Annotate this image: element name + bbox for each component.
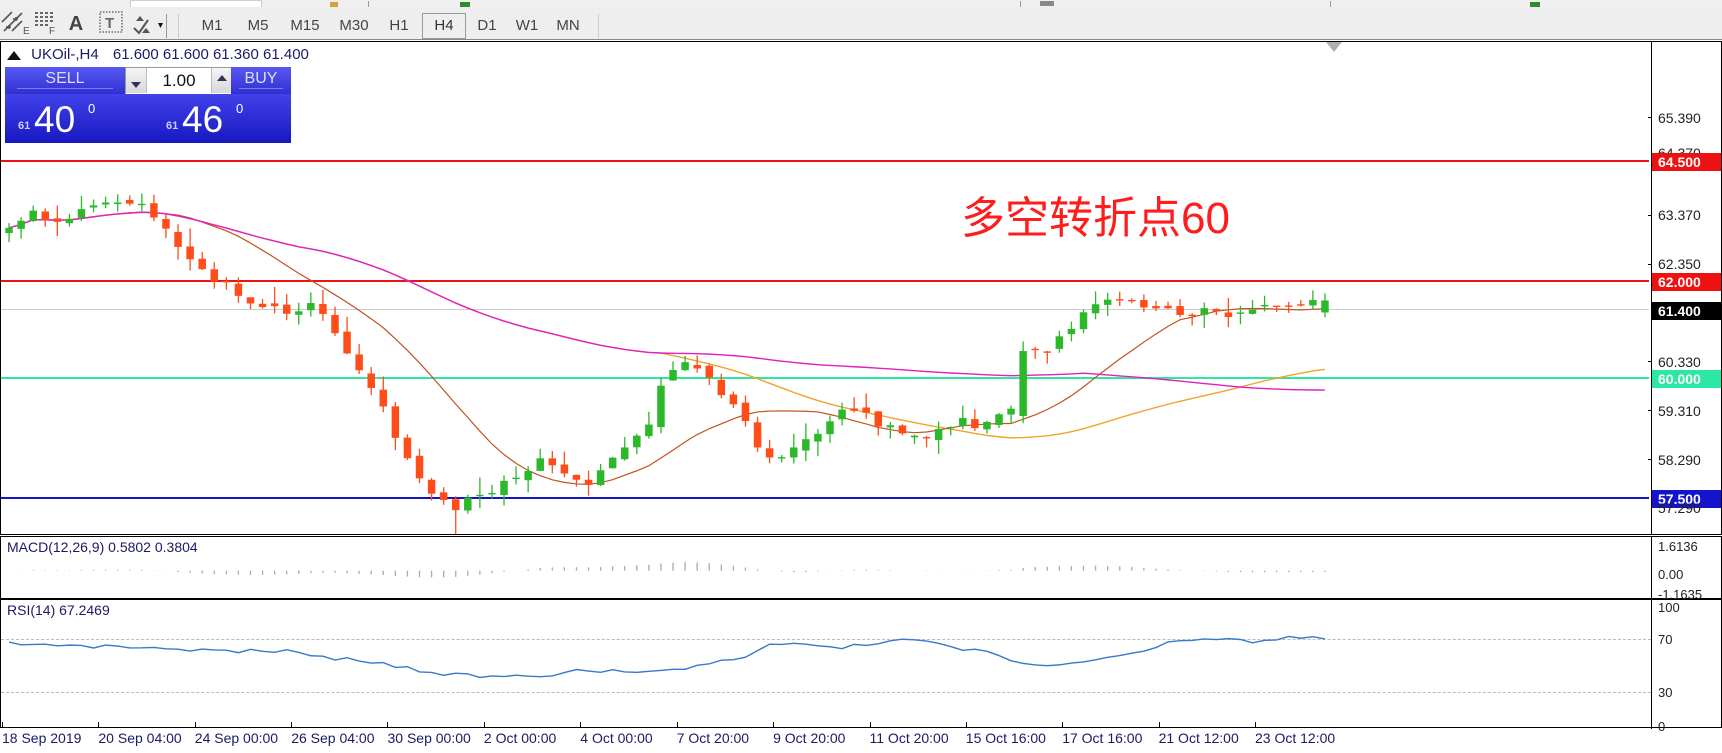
svg-text:T: T [105, 15, 114, 32]
svg-text:F: F [49, 26, 55, 37]
svg-text:E: E [23, 26, 30, 37]
